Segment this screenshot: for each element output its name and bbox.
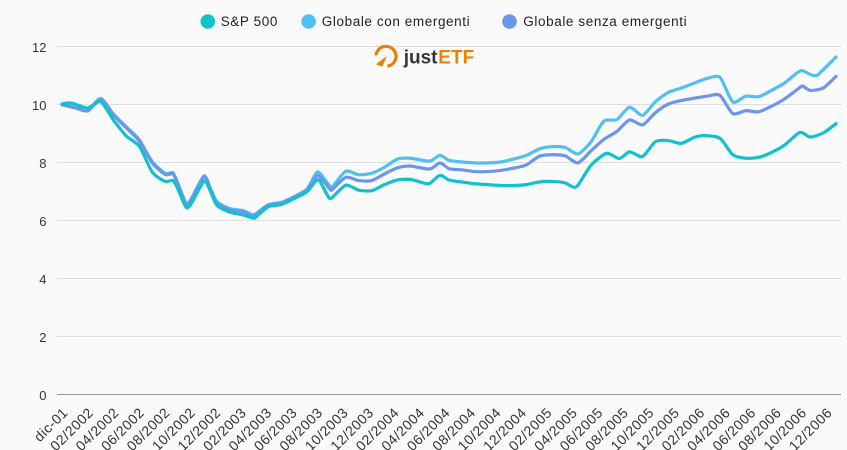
svg-text:6: 6: [39, 214, 46, 229]
svg-text:S&P 500: S&P 500: [221, 14, 278, 29]
svg-text:2: 2: [39, 330, 46, 345]
svg-text:12: 12: [32, 40, 46, 55]
svg-text:Globale con emergenti: Globale con emergenti: [322, 14, 470, 29]
svg-text:just: just: [403, 48, 438, 69]
svg-text:10: 10: [32, 98, 46, 113]
svg-text:Globale senza emergenti: Globale senza emergenti: [523, 14, 687, 29]
svg-text:8: 8: [39, 156, 46, 171]
svg-text:0: 0: [39, 388, 46, 403]
svg-text:4: 4: [39, 272, 46, 287]
svg-text:ETF: ETF: [438, 48, 474, 69]
